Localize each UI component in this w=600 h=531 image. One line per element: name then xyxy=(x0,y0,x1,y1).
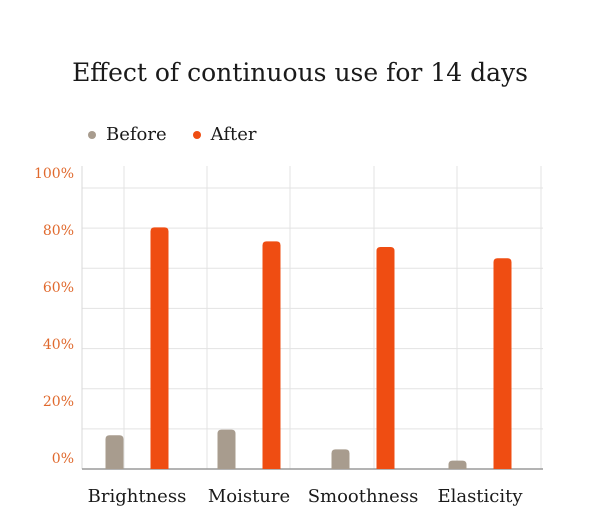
legend: Before After xyxy=(88,124,282,145)
bar-before-smoothness xyxy=(331,449,350,469)
bar-after-moisture xyxy=(262,241,281,469)
legend-item-after: After xyxy=(192,124,257,145)
y-tick-label: 100% xyxy=(34,166,74,182)
y-tick-label: 40% xyxy=(43,337,74,353)
bar-before-moisture xyxy=(217,429,236,469)
bar-after-smoothness xyxy=(376,247,395,469)
chart-title: Effect of continuous use for 14 days xyxy=(72,58,528,87)
y-tick-label: 20% xyxy=(43,394,74,410)
legend-label-before: Before xyxy=(106,124,167,145)
bars xyxy=(105,227,512,469)
y-tick-label: 0% xyxy=(52,451,74,467)
x-tick-label: Brightness xyxy=(88,486,187,507)
bar-after-elasticity xyxy=(493,258,512,469)
bar-before-elasticity xyxy=(448,460,467,469)
x-tick-label: Elasticity xyxy=(437,486,523,507)
x-axis-labels: Brightness Moisture Smoothness Elasticit… xyxy=(88,486,524,507)
legend-swatch-after xyxy=(192,130,201,139)
bar-after-brightness xyxy=(150,227,169,469)
y-tick-label: 80% xyxy=(43,223,74,239)
x-tick-label: Smoothness xyxy=(308,486,419,507)
legend-item-before: Before xyxy=(88,124,167,145)
y-axis-ticks: 100% 80% 60% 40% 20% 0% xyxy=(34,166,74,467)
bar-before-brightness xyxy=(105,435,124,469)
legend-label-after: After xyxy=(210,124,257,145)
y-tick-label: 60% xyxy=(43,280,74,296)
x-tick-label: Moisture xyxy=(208,486,290,507)
legend-swatch-before xyxy=(88,130,96,139)
